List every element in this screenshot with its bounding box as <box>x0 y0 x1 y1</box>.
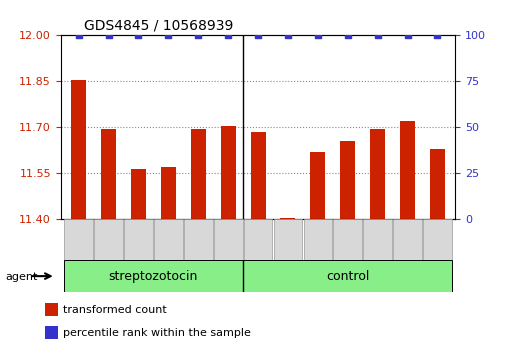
Bar <box>220 126 235 219</box>
Bar <box>242 260 451 292</box>
Bar <box>190 129 206 219</box>
Bar <box>280 218 295 219</box>
Bar <box>273 219 301 260</box>
Text: agent: agent <box>5 272 37 282</box>
Point <box>105 33 113 38</box>
Bar <box>303 219 332 260</box>
Bar <box>131 169 145 219</box>
Bar <box>183 219 212 260</box>
Text: streptozotocin: streptozotocin <box>109 270 197 282</box>
Point <box>402 33 411 38</box>
Bar <box>310 152 325 219</box>
Point <box>134 33 142 38</box>
Point <box>194 33 202 38</box>
Bar <box>333 219 362 260</box>
Point <box>283 33 291 38</box>
Point <box>254 33 262 38</box>
Bar <box>363 219 391 260</box>
Bar <box>340 141 355 219</box>
Text: GDS4845 / 10568939: GDS4845 / 10568939 <box>84 19 233 33</box>
Bar <box>154 219 182 260</box>
Bar <box>124 219 153 260</box>
Text: percentile rank within the sample: percentile rank within the sample <box>63 328 250 338</box>
Point <box>224 33 232 38</box>
Bar <box>392 219 421 260</box>
Bar <box>94 219 123 260</box>
Text: transformed count: transformed count <box>63 305 166 315</box>
Bar <box>422 219 451 260</box>
Bar <box>250 132 265 219</box>
Bar <box>399 121 414 219</box>
Point <box>343 33 351 38</box>
Bar <box>214 219 242 260</box>
Bar <box>71 80 86 219</box>
Bar <box>64 219 93 260</box>
Bar <box>243 219 272 260</box>
Point <box>74 33 82 38</box>
Point <box>313 33 321 38</box>
Bar <box>45 303 58 316</box>
Point <box>433 33 441 38</box>
Bar <box>45 326 58 339</box>
Bar <box>370 129 384 219</box>
Point <box>373 33 381 38</box>
Bar <box>161 167 176 219</box>
Bar <box>64 260 242 292</box>
Bar <box>429 149 444 219</box>
Point <box>164 33 172 38</box>
Text: control: control <box>325 270 369 282</box>
Bar <box>101 129 116 219</box>
